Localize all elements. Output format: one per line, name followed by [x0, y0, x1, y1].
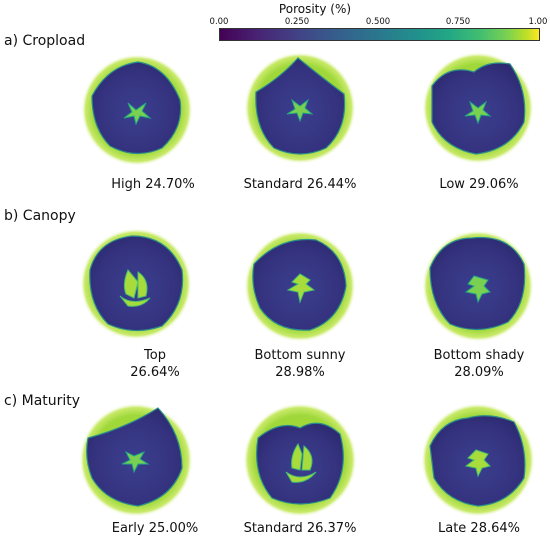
caption-maturity-standard: Standard 26.37% — [243, 521, 357, 536]
apple-slice-cropload-low — [422, 52, 534, 164]
colorbar-tick: 0.500 — [365, 17, 391, 27]
caption-label: Bottom sunny — [254, 348, 346, 363]
caption-label: Top — [144, 348, 166, 363]
apple-slice-maturity-standard — [243, 403, 357, 517]
apple-slice-maturity-early — [79, 403, 193, 517]
colorbar — [219, 28, 540, 41]
apple-slice-canopy-bottom-shady — [422, 230, 534, 342]
caption-canopy-bottom-sunny: Bottom sunny 28.98% — [215, 347, 385, 381]
caption-canopy-top: Top 26.64% — [70, 347, 240, 381]
apple-slice-cropload-high — [81, 54, 193, 166]
caption-cropload-standard: Standard 26.44% — [243, 177, 357, 192]
caption-label: Bottom shady — [433, 348, 525, 363]
caption-value: 28.98% — [275, 365, 325, 380]
apple-slice-canopy-bottom-sunny — [244, 230, 356, 342]
caption-maturity-late: Late 28.64% — [437, 521, 520, 536]
caption-cropload-high: High 24.70% — [111, 177, 195, 192]
colorbar-tick: 0.750 — [445, 17, 471, 27]
apple-slice-cropload-standard — [244, 52, 356, 164]
colorbar-tick: 1.00 — [528, 17, 548, 27]
row-title-canopy: b) Canopy — [4, 208, 76, 224]
row-title-maturity: c) Maturity — [4, 393, 81, 409]
colorbar-tick: 0.250 — [284, 17, 310, 27]
row-title-cropload: a) Cropload — [4, 33, 86, 49]
caption-maturity-early: Early 25.00% — [111, 521, 199, 536]
apple-slice-canopy-top — [80, 228, 192, 340]
colorbar-tick: 0.00 — [209, 17, 229, 27]
caption-value: 28.09% — [454, 365, 504, 380]
apple-slice-maturity-late — [421, 403, 535, 517]
caption-value: 26.64% — [130, 365, 180, 380]
colorbar-title: Porosity (%) — [278, 2, 352, 16]
caption-canopy-bottom-shady: Bottom shady 28.09% — [394, 347, 550, 381]
caption-cropload-low: Low 29.06% — [439, 177, 519, 192]
